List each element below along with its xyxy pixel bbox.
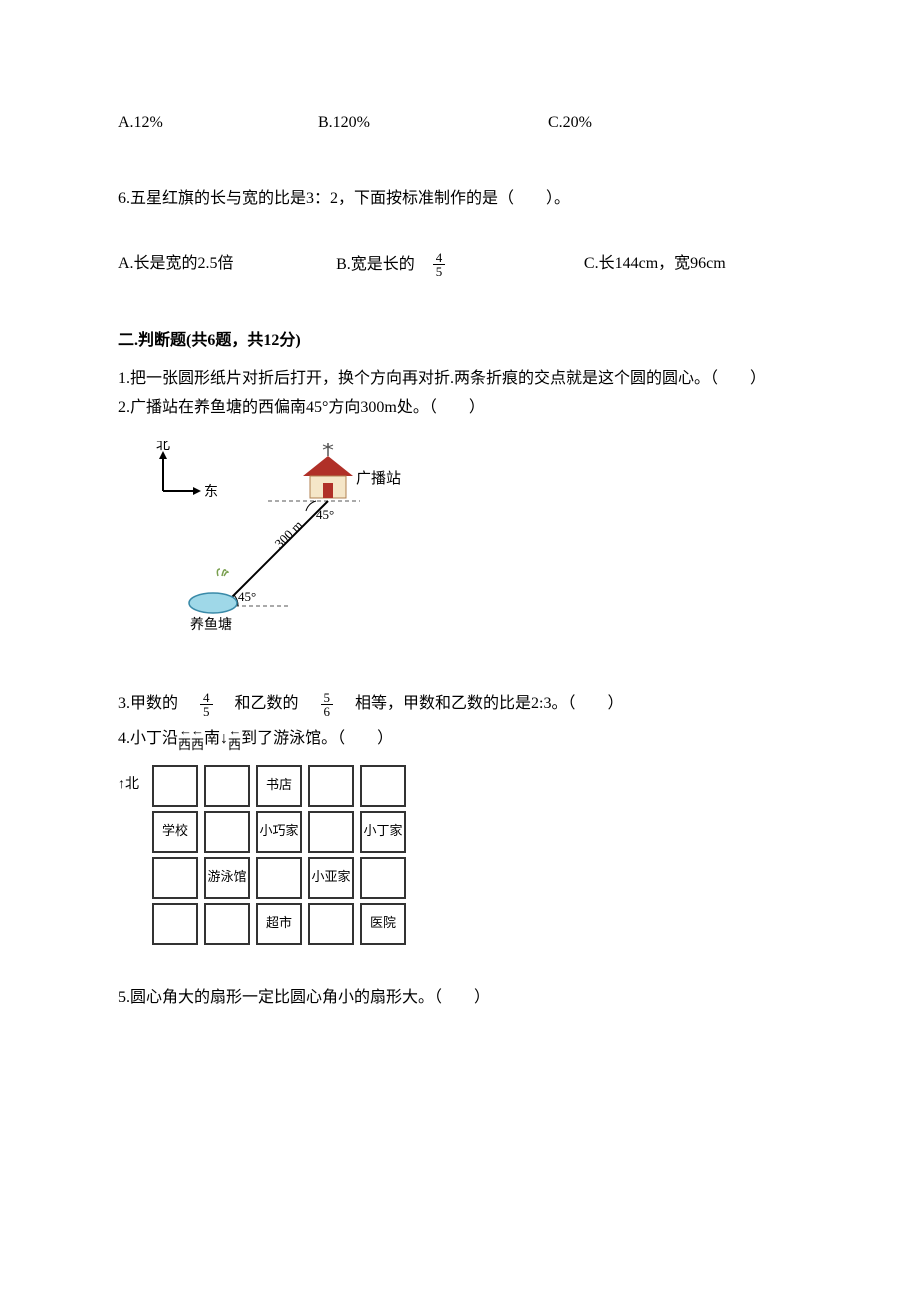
q6-b-frac-den: 5 <box>433 265 446 278</box>
grid-cell <box>204 811 250 853</box>
direction-svg: 北 东 广播站 45° 300 m 45° <box>128 441 408 651</box>
grid-cell <box>308 765 354 807</box>
grid-cell-xiaoding: 小丁家 <box>360 811 406 853</box>
grid-cell <box>360 857 406 899</box>
q6-option-a: A.长是宽的2.5倍 <box>118 251 336 278</box>
grid-cell <box>308 811 354 853</box>
tf4-prefix: 4.小丁沿 <box>118 724 178 752</box>
grid-cell <box>152 857 198 899</box>
grid-cell <box>152 903 198 945</box>
q6-b-frac-num: 4 <box>433 251 446 265</box>
grid-cell <box>152 765 198 807</box>
grid-cell-xiaoqiao: 小巧家 <box>256 811 302 853</box>
tf2: 2.广播站在养鱼塘的西偏南45°方向300m处。（ ） <box>118 395 802 421</box>
angle-bottom: 45° <box>238 589 256 604</box>
grid-cell-bookstore: 书店 <box>256 765 302 807</box>
q5-option-a: A.12% <box>118 110 318 136</box>
grid-cell <box>308 903 354 945</box>
q6-b-prefix: B.宽是长的 <box>336 252 431 278</box>
tf4-suffix: 到了游泳馆。（ ） <box>241 724 393 752</box>
compass-north: 北 <box>156 441 170 453</box>
tf4-arrow2: ← 西 <box>228 724 241 753</box>
tf3-frac2: 5 6 <box>321 691 334 718</box>
q6-option-b: B.宽是长的 4 5 <box>336 251 584 278</box>
pond-label: 养鱼塘 <box>190 616 232 633</box>
section2-title: 二.判断题(共6题，共12分) <box>118 328 802 354</box>
grid-cell-pool: 游泳馆 <box>204 857 250 899</box>
grid-cell-hospital: 医院 <box>360 903 406 945</box>
tf4-arrow1: ←← 西西 <box>178 724 204 753</box>
broadcast-house-icon <box>303 443 353 498</box>
grid-cell <box>204 903 250 945</box>
q5-option-c: C.20% <box>548 110 748 136</box>
grid-cell <box>360 765 406 807</box>
q6-options: A.长是宽的2.5倍 B.宽是长的 4 5 C.长144cm，宽96cm <box>118 251 802 278</box>
pond-icon <box>189 593 237 613</box>
grass-icon <box>217 569 228 576</box>
distance-label: 300 m <box>272 517 306 551</box>
tf3-suffix: 相等，甲数和乙数的比是2:3。（ ） <box>339 695 623 712</box>
grid-cell-xiaoya: 小亚家 <box>308 857 354 899</box>
compass-east: 东 <box>204 484 218 500</box>
diagram-direction: 北 东 广播站 45° 300 m 45° <box>118 441 802 651</box>
tf3-prefix: 3.甲数的 <box>118 695 194 712</box>
tf3-frac1: 4 5 <box>200 691 213 718</box>
grid-cell-school: 学校 <box>152 811 198 853</box>
q5-option-b: B.120% <box>318 110 548 136</box>
tf5: 5.圆心角大的扇形一定比圆心角小的扇形大。（ ） <box>118 985 802 1011</box>
station-label: 广播站 <box>356 470 401 487</box>
q6-b-fraction: 4 5 <box>433 251 446 278</box>
q6-option-c: C.长144cm，宽96cm <box>584 251 802 278</box>
grid-cell <box>204 765 250 807</box>
grid-north: ↑北 <box>118 774 152 796</box>
tf1: 1.把一张圆形纸片对折后打开，换个方向再对折.两条折痕的交点就是这个圆的圆心。（… <box>118 366 802 392</box>
q5-options: A.12% B.120% C.20% <box>118 110 802 136</box>
grid-cell <box>256 857 302 899</box>
q6-text: 6.五星红旗的长与宽的比是3：2，下面按标准制作的是（ ）。 <box>118 186 802 212</box>
grid-diagram: ↑北 书店 学校 小巧家 小丁家 游泳馆 小亚家 超市 医院 <box>118 765 802 945</box>
tf3: 3.甲数的 4 5 和乙数的 5 6 相等，甲数和乙数的比是2:3。（ ） <box>118 691 802 718</box>
tf4: 4.小丁沿 ←← 西西 南↓ ← 西 到了游泳馆。（ ） <box>118 724 802 753</box>
grid-cell-market: 超市 <box>256 903 302 945</box>
tf4-mid: 南↓ <box>204 724 228 752</box>
tf3-mid: 和乙数的 <box>219 695 315 712</box>
